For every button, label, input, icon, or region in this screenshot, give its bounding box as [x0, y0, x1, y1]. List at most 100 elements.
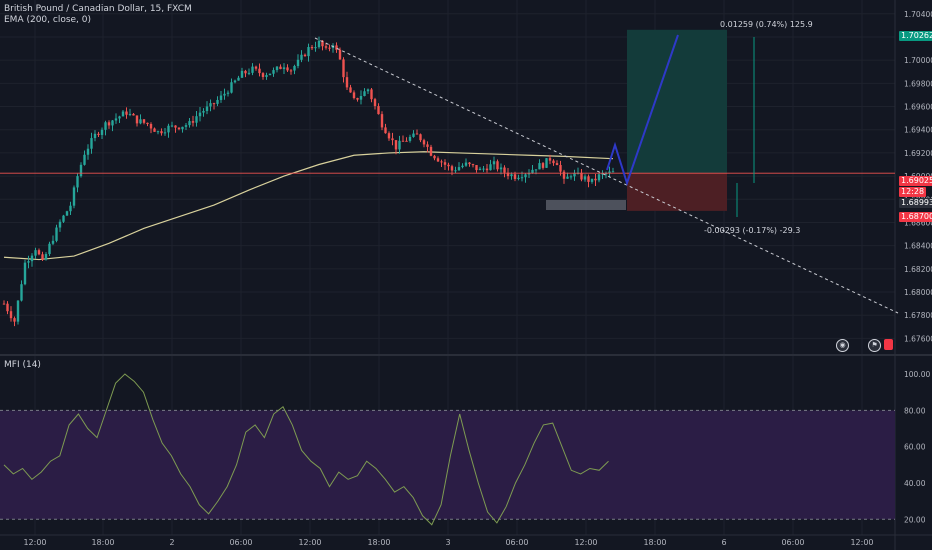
candle-body — [534, 169, 538, 171]
candle-body — [356, 98, 359, 100]
stop-measure-label: -0.00293 (-0.17%) -29.3 — [704, 226, 801, 235]
candle-body — [170, 125, 174, 127]
candle-body — [9, 311, 13, 319]
candle-body — [275, 66, 279, 71]
candle-body — [398, 140, 401, 150]
candle-body — [475, 165, 478, 171]
time-tick-label: 18:00 — [367, 538, 390, 547]
candle-body — [562, 171, 566, 179]
candle-body — [118, 116, 121, 119]
symbol-legend[interactable]: British Pound / Canadian Dollar, 15, FXC… — [4, 4, 192, 14]
candle-body — [100, 129, 104, 135]
candle-body — [27, 261, 30, 263]
candle-body — [499, 167, 503, 170]
candle-body — [590, 178, 594, 182]
price-tick-label: 1.68600 — [904, 218, 932, 227]
candle-body — [412, 133, 415, 137]
candle-body — [370, 89, 373, 100]
flag-event-icon[interactable]: ⚑ — [868, 339, 881, 352]
candle-body — [244, 70, 247, 74]
mfi-tick-label: 40.00 — [904, 479, 926, 488]
candle-body — [384, 127, 387, 134]
candle-body — [464, 162, 468, 166]
candle-body — [401, 140, 405, 142]
candle-body — [510, 174, 513, 177]
candle-body — [167, 125, 170, 133]
candle-body — [296, 59, 300, 67]
candle-body — [391, 138, 394, 141]
candle-body — [142, 119, 146, 123]
candle-body — [513, 174, 517, 179]
candle-body — [587, 176, 590, 182]
candle-body — [321, 40, 324, 47]
price-tick-label: 1.69400 — [904, 126, 932, 135]
earnings-event-icon[interactable] — [884, 339, 893, 350]
candle-body — [191, 121, 195, 123]
candle-body — [429, 146, 433, 156]
candle-body — [419, 134, 422, 141]
candle-body — [604, 173, 608, 175]
candle-body — [65, 211, 69, 216]
candle-body — [611, 171, 615, 173]
mfi-legend[interactable]: MFI (14) — [4, 360, 41, 370]
time-tick-label: 12:00 — [850, 538, 873, 547]
candle-body — [69, 205, 72, 212]
stop-price-tag: 1.68700 — [899, 212, 932, 222]
time-tick-label: 18:00 — [91, 538, 114, 547]
candle-body — [261, 73, 265, 77]
candle-body — [345, 77, 349, 88]
candle-body — [478, 168, 482, 171]
candle-body — [377, 106, 380, 115]
candle-body — [485, 168, 489, 171]
candle-body — [461, 165, 464, 168]
candle-body — [366, 89, 370, 92]
candle-body — [559, 165, 562, 172]
candle-body — [258, 68, 261, 74]
candle-body — [506, 172, 510, 177]
candle-body — [457, 167, 461, 171]
price-tick-label: 1.68400 — [904, 242, 932, 251]
candle-body — [496, 161, 499, 170]
mfi-tick-label: 20.00 — [904, 515, 926, 524]
candle-body — [160, 131, 163, 134]
price-tick-label: 1.67600 — [904, 334, 932, 343]
candle-body — [503, 167, 506, 173]
support-zone — [546, 200, 626, 210]
candle-body — [517, 177, 520, 179]
candle-body — [573, 173, 576, 177]
candle-body — [436, 158, 440, 162]
candle-body — [156, 131, 160, 133]
candle-body — [209, 103, 212, 107]
calendar-event-icon[interactable]: ◉ — [836, 339, 849, 352]
candle-body — [555, 163, 559, 166]
ema-legend[interactable]: EMA (200, close, 0) — [4, 15, 92, 25]
candle-body — [30, 255, 34, 262]
price-tick-label: 1.70000 — [904, 56, 932, 65]
time-tick-label: 06:00 — [505, 538, 528, 547]
candle-body — [247, 72, 251, 74]
candle-body — [128, 113, 132, 115]
candle-body — [44, 254, 48, 260]
mfi-band — [0, 410, 895, 520]
candle-body — [335, 45, 338, 50]
candle-body — [226, 92, 230, 94]
target-price-tag: 1.70262 — [899, 31, 932, 41]
candle-body — [254, 66, 258, 69]
candle-body — [471, 164, 475, 166]
candle-body — [289, 70, 293, 72]
candle-body — [93, 133, 97, 139]
price-tick-label: 1.70400 — [904, 10, 932, 19]
candle-body — [405, 140, 408, 142]
candle-body — [2, 303, 6, 305]
candle-body — [524, 174, 527, 178]
candle-body — [72, 187, 76, 206]
candle-body — [380, 114, 384, 128]
stop-zone — [627, 173, 727, 211]
price-tick-label: 1.69200 — [904, 149, 932, 158]
candle-body — [310, 47, 314, 49]
drawing-overlays[interactable] — [0, 34, 899, 314]
candle-body — [552, 160, 555, 164]
candle-body — [104, 122, 107, 130]
